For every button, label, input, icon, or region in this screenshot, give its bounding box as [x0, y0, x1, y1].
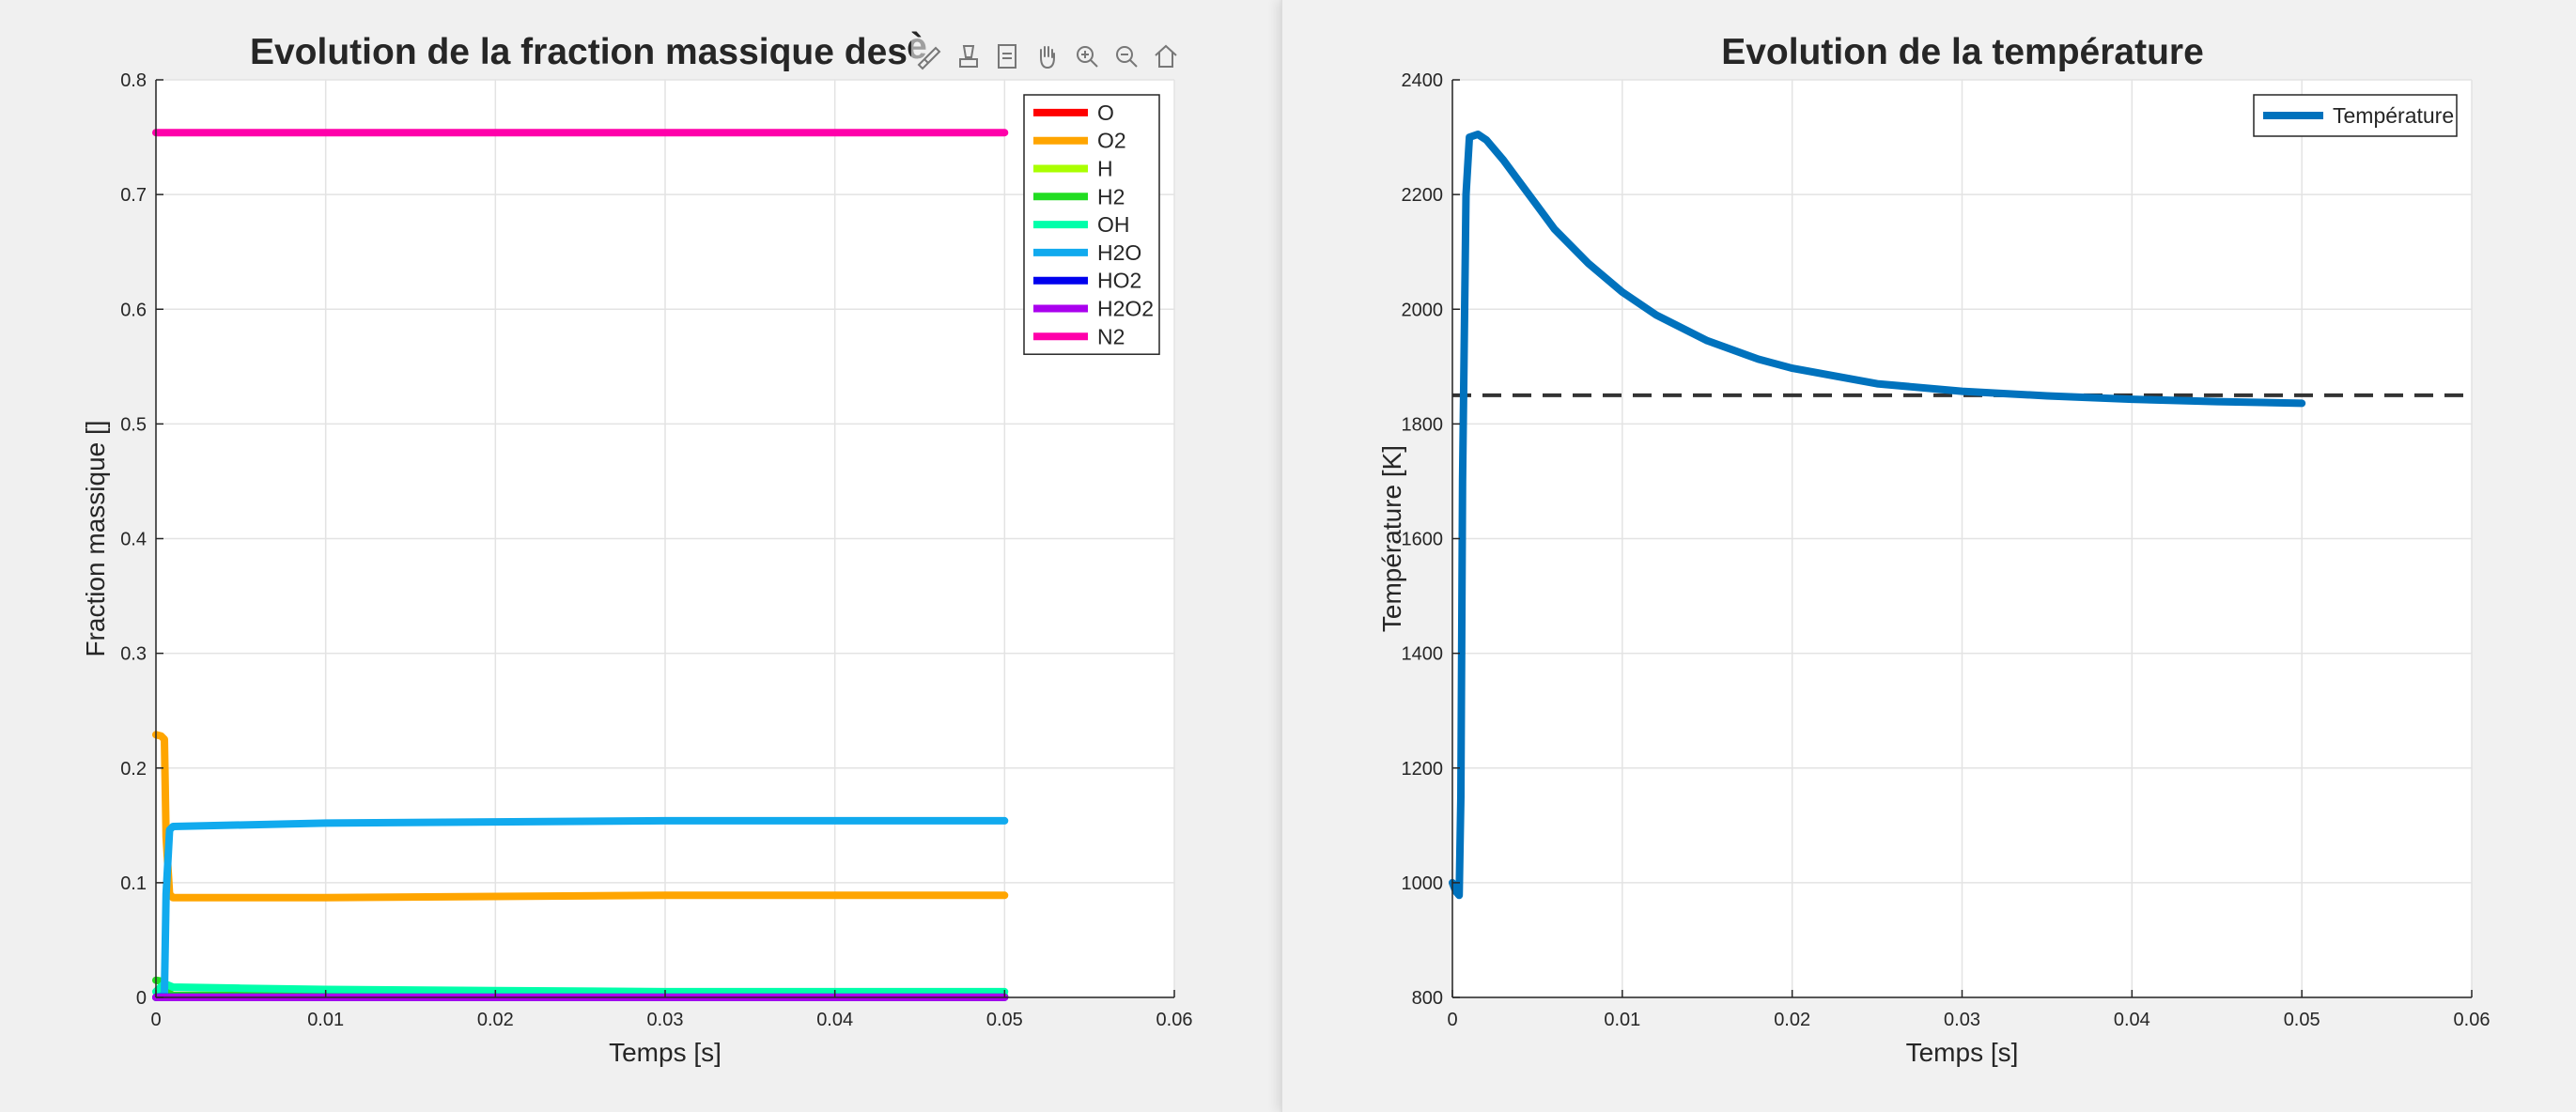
legend-label: O — [1097, 100, 1114, 125]
y-tick-label: 0.2 — [120, 759, 147, 780]
axes-toolbar — [911, 38, 1184, 79]
x-tick-label: 0.04 — [2114, 1010, 2150, 1030]
x-tick-label: 0.06 — [1156, 1010, 1193, 1030]
zoom-in-icon[interactable] — [1069, 38, 1105, 75]
x-tick-label: 0 — [150, 1010, 161, 1030]
y-axis-label: Fraction massique [] — [81, 420, 110, 656]
y-tick-label: 2400 — [1402, 70, 1444, 91]
series-line-o2 — [152, 731, 1009, 902]
y-tick-label: 0.8 — [120, 70, 147, 91]
x-tick-label: 0.02 — [477, 1010, 514, 1030]
y-tick-label: 0.6 — [120, 300, 147, 320]
x-tick-label: 0.05 — [2284, 1010, 2320, 1030]
y-tick-label: 1800 — [1402, 414, 1444, 435]
x-tick-label: 0.05 — [986, 1010, 1023, 1030]
y-tick-label: 1200 — [1402, 759, 1444, 780]
home-icon[interactable] — [1148, 38, 1184, 75]
temperature-chart: 0 0.01 0.02 0.03 0.04 0.05 0.06 800 1000 1200 1400… — [1377, 32, 2491, 1067]
figure-panel-right: 0 0.01 0.02 0.03 0.04 0.05 0.06 800 1000 1200 1400… — [1281, 0, 2576, 1112]
y-tick-label: 800 — [1412, 988, 1443, 1009]
brush-icon[interactable] — [911, 38, 947, 75]
x-tick-label: 0.04 — [816, 1010, 853, 1030]
y-tick-label: 0.4 — [120, 530, 147, 550]
y-tick-label: 0.5 — [120, 414, 147, 435]
legend-label: H2 — [1097, 184, 1125, 208]
series-line-température — [1449, 131, 2306, 900]
chart-title: Evolution de la température — [1721, 32, 2204, 72]
x-tick-label: 0.03 — [647, 1010, 684, 1030]
x-axis-label: Temps [s] — [1906, 1038, 2019, 1067]
legend-label: O2 — [1097, 129, 1126, 153]
y-tick-label: 0 — [136, 988, 147, 1009]
y-tick-label: 2000 — [1402, 300, 1444, 320]
x-tick-label: 0.01 — [307, 1010, 344, 1030]
pan-icon[interactable] — [1030, 38, 1065, 75]
legend-label: Température — [2333, 103, 2454, 128]
legend-label: HO2 — [1097, 269, 1141, 293]
y-tick-label: 0.7 — [120, 185, 147, 206]
data-cursor-icon[interactable] — [951, 38, 986, 75]
legend-label: H2O2 — [1097, 297, 1154, 321]
x-tick-label: 0 — [1447, 1010, 1457, 1030]
legend-label: OH — [1097, 212, 1130, 237]
y-tick-label: 1000 — [1402, 873, 1444, 894]
mass-fraction-chart: 0 0.01 0.02 0.03 0.04 0.05 0.06 0 0.1 0.2 0.3 0.4 0.… — [81, 26, 1193, 1067]
y-tick-label: 0.3 — [120, 644, 147, 665]
figure-panel-left: 0 0.01 0.02 0.03 0.04 0.05 0.06 0 0.1 0.2 0.3 0.4 0.… — [0, 0, 1280, 1112]
chart-title: Evolution de la fraction massique des — [250, 32, 908, 72]
y-tick-label: 0.1 — [120, 873, 147, 894]
x-tick-label: 0.01 — [1604, 1010, 1640, 1030]
legend-label: H — [1097, 157, 1113, 181]
y-tick-label: 2200 — [1402, 185, 1444, 206]
x-tick-label: 0.02 — [1774, 1010, 1810, 1030]
x-tick-label: 0.06 — [2454, 1010, 2491, 1030]
x-tick-label: 0.03 — [1944, 1010, 1980, 1030]
legend-label: N2 — [1097, 324, 1125, 348]
zoom-out-icon[interactable] — [1109, 38, 1144, 75]
y-tick-label: 1400 — [1402, 644, 1444, 665]
legend-label: H2O — [1097, 240, 1141, 265]
y-axis-label: Température [K] — [1377, 445, 1406, 632]
datatip-icon[interactable] — [990, 38, 1026, 75]
y-tick-label: 1600 — [1402, 530, 1444, 550]
x-axis-label: Temps [s] — [609, 1038, 722, 1067]
